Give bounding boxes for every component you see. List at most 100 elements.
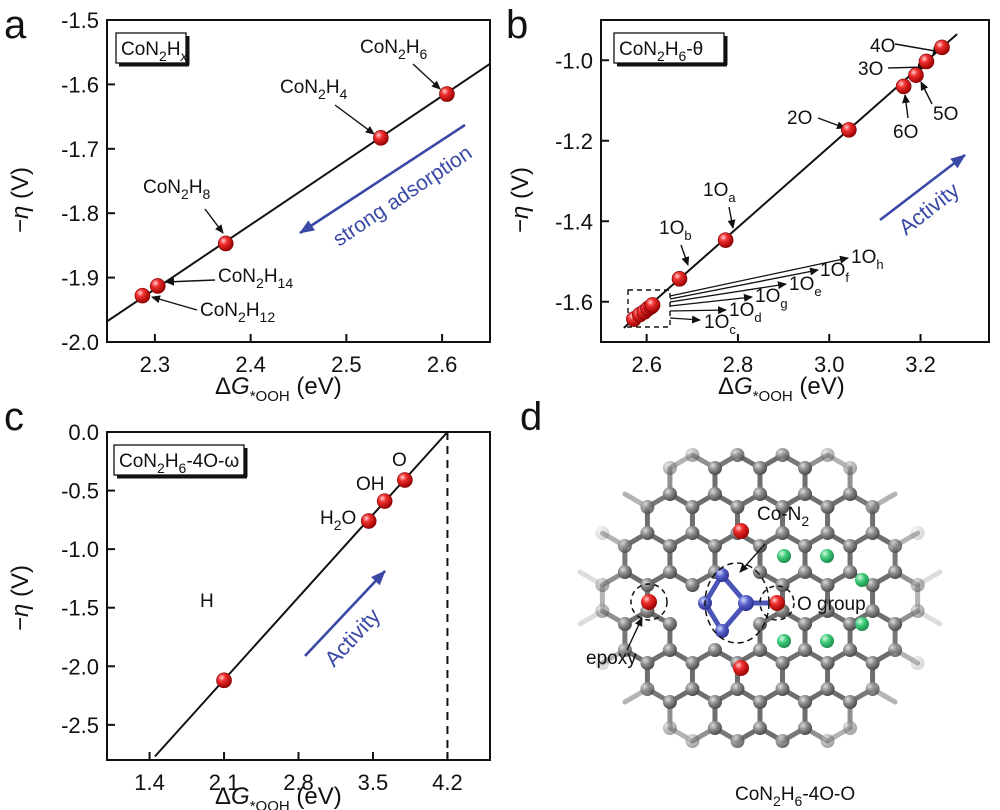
ticks-b: 2.6 2.8 3.0 3.2 -1.6 -1.4 -1.2 -1.0 (555, 48, 936, 377)
point-1ob (671, 271, 688, 287)
carbon-atom (662, 539, 677, 553)
carbon-atom (617, 617, 632, 631)
lattice-overlay (641, 523, 869, 676)
plot-frame-b (600, 19, 990, 343)
carbon-atom (730, 500, 745, 514)
carbon-atom (798, 539, 813, 553)
carbon-atom (775, 682, 790, 696)
carbon-atom (753, 487, 767, 501)
x-tick-label: 2.8 (283, 770, 314, 795)
carbon-atom (865, 682, 880, 696)
carbon-atom (730, 682, 745, 696)
label-2o: 2O (787, 108, 812, 129)
label-5o: 5O (933, 104, 958, 125)
carbon-atom (640, 682, 655, 696)
carbon-atom (820, 656, 835, 670)
cluster-leader-lines (669, 255, 849, 324)
hydrogen-atom (777, 549, 791, 563)
oxygen-atom (733, 660, 749, 676)
point-o (397, 472, 413, 488)
carbon-atom (775, 734, 790, 748)
carbon-atom (640, 656, 655, 670)
y-tick-label: -1.7 (61, 137, 99, 162)
carbon-atom (798, 695, 813, 709)
y-axis-label-c: −η (V) (7, 565, 34, 631)
carbon-atom (662, 461, 677, 475)
carbon-atom (798, 565, 813, 579)
carbon-atom (707, 461, 722, 475)
carbon-atom (910, 526, 925, 540)
carbon-atom (707, 721, 722, 735)
carbon-atom (662, 487, 677, 501)
y-tick-label: -1.0 (61, 537, 99, 562)
carbon-atom (820, 500, 835, 514)
panel-d: d Co-N2 O group epoxy CoN2H6-4O-O (520, 395, 943, 809)
carbon-atom (843, 695, 858, 709)
annotation-arrows-a (151, 63, 441, 311)
carbon-atom (843, 643, 858, 657)
carbon-atom (640, 500, 655, 514)
carbon-atom (888, 617, 903, 631)
hydrogen-atom (820, 634, 834, 648)
carbon-atom (640, 578, 655, 592)
oxygen-atom (733, 523, 749, 539)
x-tick-label: 2.5 (331, 352, 362, 377)
fit-line-c (154, 431, 449, 758)
points-b (626, 39, 950, 327)
carbon-atom (820, 448, 835, 462)
carbon-atom (843, 617, 858, 631)
y-tick-label: -2.5 (61, 713, 99, 738)
carbon-atom (685, 500, 700, 514)
x-tick-label: 3.5 (358, 770, 389, 795)
carbon-atom (865, 526, 880, 540)
activity-label-c: Activity (319, 603, 385, 671)
carbon-atom (707, 643, 722, 657)
cobalt-atom (738, 595, 754, 611)
x-tick-label: 2.8 (723, 352, 754, 377)
carbon-atom (685, 656, 700, 670)
x-tick-label: 2.6 (631, 352, 662, 377)
carbon-atom (753, 617, 767, 631)
x-tick-label: 2.3 (140, 352, 171, 377)
plot-frame-a (106, 19, 491, 343)
carbon-atom (820, 578, 835, 592)
carbon-atom (888, 565, 903, 579)
carbon-atom (888, 643, 903, 657)
label-oh: OH (356, 474, 385, 495)
point-con2h12 (134, 287, 151, 304)
ticks-c: 1.4 2.1 2.8 3.5 4.2 -2.5 -2.0 -1.5 -1.0 -0.5 0.0 (61, 420, 463, 795)
label-h: H (200, 591, 214, 612)
carbon-atom (888, 539, 903, 553)
nitrogen-atom (715, 568, 729, 582)
x-tick-label: 4.2 (432, 770, 463, 795)
panel-c: c 1.4 2.1 2.8 3.5 4.2 -2.5 -2.0 -1.5 -1.0 -0.5 0.0… (4, 395, 491, 810)
y-tick-label: -1.9 (61, 266, 99, 291)
y-tick-label: -1.6 (555, 290, 593, 315)
carbon-atom (865, 604, 880, 618)
carbon-atom (753, 565, 767, 579)
carbon-atom (865, 656, 880, 670)
carbon-atom (707, 695, 722, 709)
label-1oa: 1Oa (703, 180, 736, 205)
y-tick-label: -1.4 (555, 209, 593, 234)
carbon-atom (798, 487, 813, 501)
carbon-atom (753, 721, 767, 735)
nitrogen-atom (715, 624, 729, 638)
y-axis-label-a: −η (V) (7, 167, 34, 233)
carbon-atom (753, 695, 767, 709)
oxygen-atom (641, 594, 657, 610)
carbon-atom (820, 682, 835, 696)
panel-b: b 2.6 2.8 3.0 3.2 -1.6 -1.4 -1.2 -1.0 1Ob 1Oa (506, 3, 990, 405)
carbon-atom (910, 656, 925, 670)
carbon-atom (730, 448, 745, 462)
label-o-group: O group (797, 594, 866, 615)
label-con2h4: CoN2H4 (280, 77, 348, 102)
x-tick-label: 3.2 (905, 352, 936, 377)
annotation-arrows-b (680, 43, 942, 266)
carbon-atom (843, 461, 858, 475)
legend-text-a: CoN2Hx (121, 39, 189, 64)
point-con2h14 (149, 278, 166, 294)
x-axis-label-a: ΔG*OOH (eV) (215, 373, 342, 405)
carbon-atom (662, 721, 677, 735)
label-1og: 1Og (755, 286, 788, 311)
